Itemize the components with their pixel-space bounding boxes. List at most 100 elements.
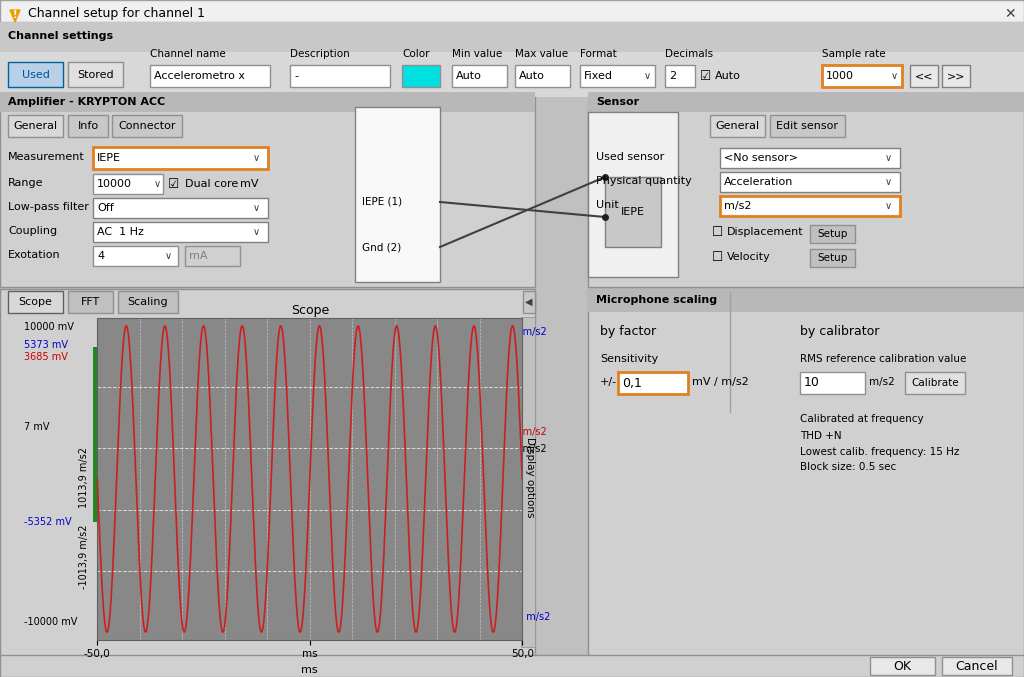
Text: Info: Info: [78, 121, 98, 131]
Text: 5,8 m/s2: 5,8 m/s2: [504, 327, 547, 337]
Text: by factor: by factor: [600, 326, 656, 338]
Text: ∨: ∨: [253, 227, 259, 237]
Text: ∨: ∨: [891, 71, 898, 81]
Bar: [720, 172, 900, 192]
Text: General: General: [13, 121, 57, 131]
Bar: [93, 147, 268, 169]
Text: Scaling: Scaling: [128, 297, 168, 307]
Text: ☐: ☐: [712, 250, 723, 263]
Text: Low-pass filter: Low-pass filter: [8, 202, 89, 212]
Text: Gnd (2): Gnd (2): [362, 242, 401, 252]
Text: Auto: Auto: [715, 71, 741, 81]
Polygon shape: [10, 10, 20, 22]
Text: m/s2: m/s2: [869, 377, 895, 387]
Text: Display options: Display options: [525, 437, 535, 517]
Title: Scope: Scope: [291, 304, 329, 317]
Text: 3685 mV: 3685 mV: [24, 352, 68, 362]
Bar: [800, 372, 865, 394]
Text: !: !: [12, 10, 17, 20]
Text: Auto: Auto: [519, 71, 545, 81]
Bar: [0, 92, 535, 112]
Bar: [942, 65, 970, 87]
Text: Microphone scaling: Microphone scaling: [596, 295, 717, 305]
Text: -10000 mV: -10000 mV: [24, 617, 78, 627]
Text: by calibrator: by calibrator: [800, 326, 880, 338]
Text: -5,7 m/s2: -5,7 m/s2: [504, 612, 550, 622]
Bar: [521, 317, 535, 647]
Text: 10000 mV: 10000 mV: [24, 322, 74, 332]
Bar: [588, 289, 1024, 312]
Bar: [720, 148, 900, 168]
Bar: [665, 65, 695, 87]
Text: mV / m/s2: mV / m/s2: [692, 377, 749, 387]
Text: Connector: Connector: [118, 121, 176, 131]
Text: IEPE: IEPE: [621, 207, 645, 217]
Text: IEPE (1): IEPE (1): [362, 197, 402, 207]
Bar: [68, 115, 108, 137]
Text: ☑: ☑: [168, 177, 179, 190]
Text: <<: <<: [914, 71, 933, 81]
Bar: [810, 225, 855, 243]
Bar: [402, 65, 440, 87]
Text: Cancel: Cancel: [955, 659, 998, 672]
Text: ∨: ∨: [885, 201, 892, 211]
Text: 1000: 1000: [826, 71, 854, 81]
Bar: [93, 222, 268, 242]
Text: 4: 4: [97, 251, 104, 261]
Bar: [870, 657, 935, 675]
Bar: [0, 97, 535, 287]
Text: Setup: Setup: [817, 229, 848, 239]
Bar: [93, 174, 163, 194]
Text: Velocity: Velocity: [727, 252, 771, 262]
Text: ∨: ∨: [253, 153, 259, 163]
Bar: [93, 198, 268, 218]
Text: >>: >>: [947, 71, 966, 81]
Bar: [588, 97, 1024, 287]
Bar: [0, 655, 1024, 677]
Text: General: General: [716, 121, 760, 131]
Text: Description: Description: [290, 49, 350, 59]
Text: Off: Off: [97, 203, 114, 213]
Text: Sample rate: Sample rate: [822, 49, 886, 59]
Bar: [910, 65, 938, 87]
Bar: [185, 246, 240, 266]
Text: 1013,9 m/s2: 1013,9 m/s2: [79, 447, 89, 508]
Text: Displacement: Displacement: [727, 227, 804, 237]
Text: 5373 mV: 5373 mV: [24, 340, 68, 350]
Text: 0,6 m/s2: 0,6 m/s2: [504, 444, 547, 454]
Bar: [710, 115, 765, 137]
Text: ∨: ∨: [885, 153, 892, 163]
Bar: [580, 65, 655, 87]
Text: Calibrate: Calibrate: [911, 378, 958, 388]
Text: Sensor: Sensor: [596, 97, 639, 107]
Bar: [0, 289, 535, 657]
Text: 3,2 m/s2: 3,2 m/s2: [504, 427, 547, 437]
Text: Coupling: Coupling: [8, 226, 57, 236]
Text: 2: 2: [669, 71, 676, 81]
Text: Lowest calib. frequency: 15 Hz: Lowest calib. frequency: 15 Hz: [800, 447, 959, 457]
Text: Block size: 0.5 sec: Block size: 0.5 sec: [800, 462, 896, 472]
Text: Dual core: Dual core: [185, 179, 239, 189]
Text: <No sensor>: <No sensor>: [724, 153, 798, 163]
Bar: [822, 65, 902, 87]
Text: Unit: Unit: [596, 200, 618, 210]
Bar: [605, 177, 662, 247]
Text: Format: Format: [580, 49, 616, 59]
Text: 10: 10: [804, 376, 820, 389]
Bar: [770, 115, 845, 137]
Text: Used: Used: [22, 70, 49, 79]
Bar: [588, 289, 1024, 657]
Text: -: -: [294, 71, 298, 81]
Text: Accelerometro x: Accelerometro x: [154, 71, 245, 81]
Text: OK: OK: [894, 659, 911, 672]
Bar: [150, 65, 270, 87]
Bar: [68, 291, 113, 313]
Bar: [8, 62, 63, 87]
Text: Sensitivity: Sensitivity: [600, 354, 658, 364]
Text: Calibrated at frequency: Calibrated at frequency: [800, 414, 924, 424]
Text: -1013,9 m/s2: -1013,9 m/s2: [79, 525, 89, 589]
Bar: [0, 22, 1024, 52]
Bar: [112, 115, 182, 137]
Text: Min value: Min value: [452, 49, 502, 59]
Text: ∨: ∨: [253, 203, 259, 213]
